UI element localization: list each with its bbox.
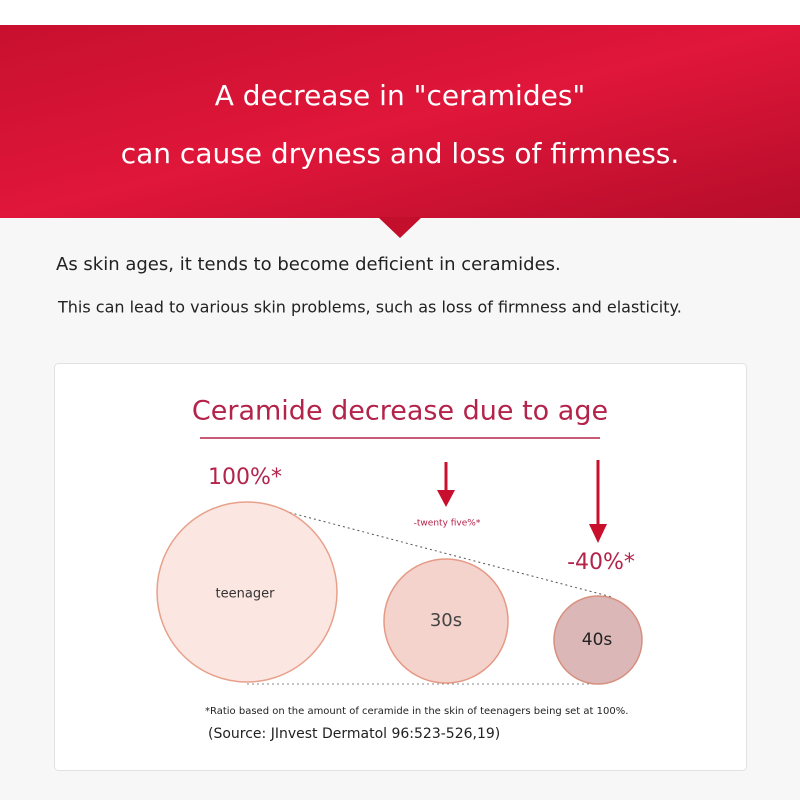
change-label: -40%* (567, 550, 635, 575)
circle (156, 501, 338, 683)
intro-line: This can lead to various skin problems, … (57, 298, 682, 317)
circle-label: teenager (216, 587, 276, 602)
trend-line (279, 509, 613, 598)
source: (Source: JInvest Dermatol 96:523-526,19) (208, 726, 500, 742)
footnote: *Ratio based on the amount of ceramide i… (205, 706, 628, 717)
top-strip (0, 0, 800, 25)
circle-label: 30s (430, 610, 462, 631)
intro-line: As skin ages, it tends to become deficie… (56, 254, 561, 275)
card-title: Ceramide decrease due to age (192, 396, 608, 427)
banner-line: can cause dryness and loss of firmness. (121, 137, 680, 170)
circle (383, 558, 509, 684)
banner-line: A decrease in "ceramides" (215, 79, 586, 112)
banner-pointer (378, 217, 422, 238)
change-label: 100%* (208, 465, 282, 490)
circle (553, 595, 643, 685)
change-label: -twenty five%* (414, 519, 481, 529)
circle-label: 40s (582, 630, 613, 650)
arrow-head (437, 490, 455, 507)
banner (0, 25, 800, 218)
arrow-head (589, 524, 607, 543)
